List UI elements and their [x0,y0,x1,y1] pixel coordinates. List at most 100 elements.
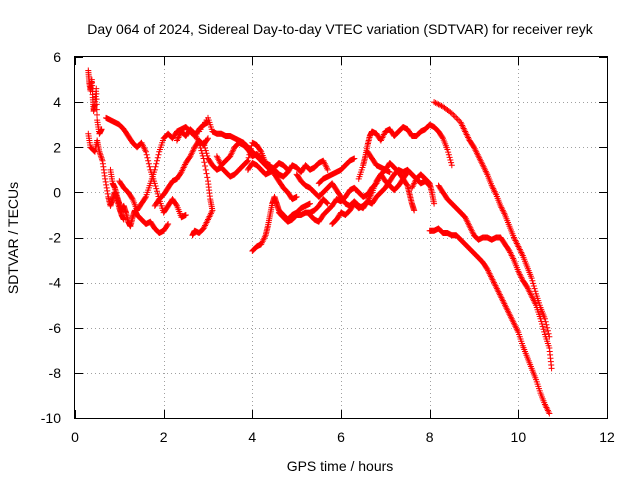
point-marker [528,275,535,282]
point-marker [205,135,211,142]
point-marker [204,136,211,143]
tick-labels: 0 2 4 6 8 10 12 -10 -8 -6 -4 -2 0 2 4 6 [41,49,615,445]
point-marker [142,195,149,202]
point-marker [386,169,393,176]
point-marker [202,145,209,152]
point-marker [470,143,477,150]
x-tick-label: 0 [71,429,79,445]
point-marker [411,207,418,214]
point-marker [103,184,110,191]
point-marker [177,170,184,177]
point-marker [91,148,98,155]
point-marker [306,200,313,207]
point-marker [142,148,149,155]
point-marker [154,154,161,161]
point-marker [324,200,331,207]
series-arc-1 [85,67,105,137]
point-marker [153,185,160,192]
point-marker [152,163,159,170]
point-marker [448,159,455,166]
point-marker [244,157,251,164]
point-marker [200,139,207,146]
point-marker [541,328,548,335]
point-marker [94,111,101,118]
x-axis-label: GPS time / hours [287,458,394,474]
point-marker [151,166,158,173]
point-marker [531,285,538,292]
point-marker [540,326,547,333]
y-tick-label: -8 [49,365,62,381]
point-marker [152,182,159,189]
series-arc-23 [426,225,553,417]
y-tick-label: -10 [41,410,61,426]
plot-frame [74,56,608,419]
series-arc-22 [435,182,555,372]
point-marker [146,163,153,170]
point-marker [545,330,552,337]
y-tick-label: 4 [53,94,61,110]
series-arc-11 [244,157,331,180]
point-marker [93,96,100,103]
point-marker [244,158,251,165]
point-marker [483,264,490,271]
point-marker [530,280,537,287]
point-marker [202,166,209,173]
point-marker [539,323,546,330]
point-marker [93,90,100,97]
point-marker [201,159,208,166]
point-marker [93,106,100,113]
series-arc-10 [213,139,300,203]
point-marker [543,321,550,328]
point-marker [523,283,530,290]
point-marker [548,365,555,372]
chart-title: Day 064 of 2024, Sidereal Day-to-day VTE… [87,21,593,37]
point-marker [537,315,544,322]
point-marker [155,151,162,158]
point-marker [128,195,135,202]
point-marker [532,288,539,295]
series-arc-19 [364,148,418,214]
point-marker [93,85,100,92]
point-marker [102,178,109,185]
x-tick-label: 2 [160,429,168,445]
x-tick-label: 4 [248,429,256,445]
point-marker [154,157,161,164]
point-marker [154,190,161,197]
point-marker [202,163,209,170]
point-marker [201,142,208,149]
x-tick-label: 10 [511,429,527,445]
point-marker [447,109,454,116]
point-marker [257,147,264,154]
point-marker [544,327,551,334]
point-marker [445,151,452,158]
point-marker [143,151,150,158]
point-marker [203,150,210,157]
point-marker [445,149,452,156]
point-marker [544,324,551,331]
point-marker [145,157,152,164]
axis-ticks [75,57,608,419]
point-marker [293,193,300,200]
point-marker [446,154,453,161]
point-marker [203,170,210,177]
point-marker [439,134,446,141]
point-marker [98,126,105,133]
point-marker [324,166,331,173]
point-marker [505,246,512,253]
point-marker [245,154,252,161]
point-marker [145,160,152,167]
y-tick-label: 6 [53,49,61,65]
point-marker [204,152,211,159]
point-marker [104,187,111,194]
series-arc-21 [431,99,553,340]
point-marker [144,154,151,161]
point-marker [120,216,127,223]
point-marker [102,175,109,182]
point-marker [530,283,537,290]
point-marker [546,410,553,417]
point-marker [431,200,438,207]
series-arc-16 [315,155,358,187]
point-marker [538,320,545,327]
